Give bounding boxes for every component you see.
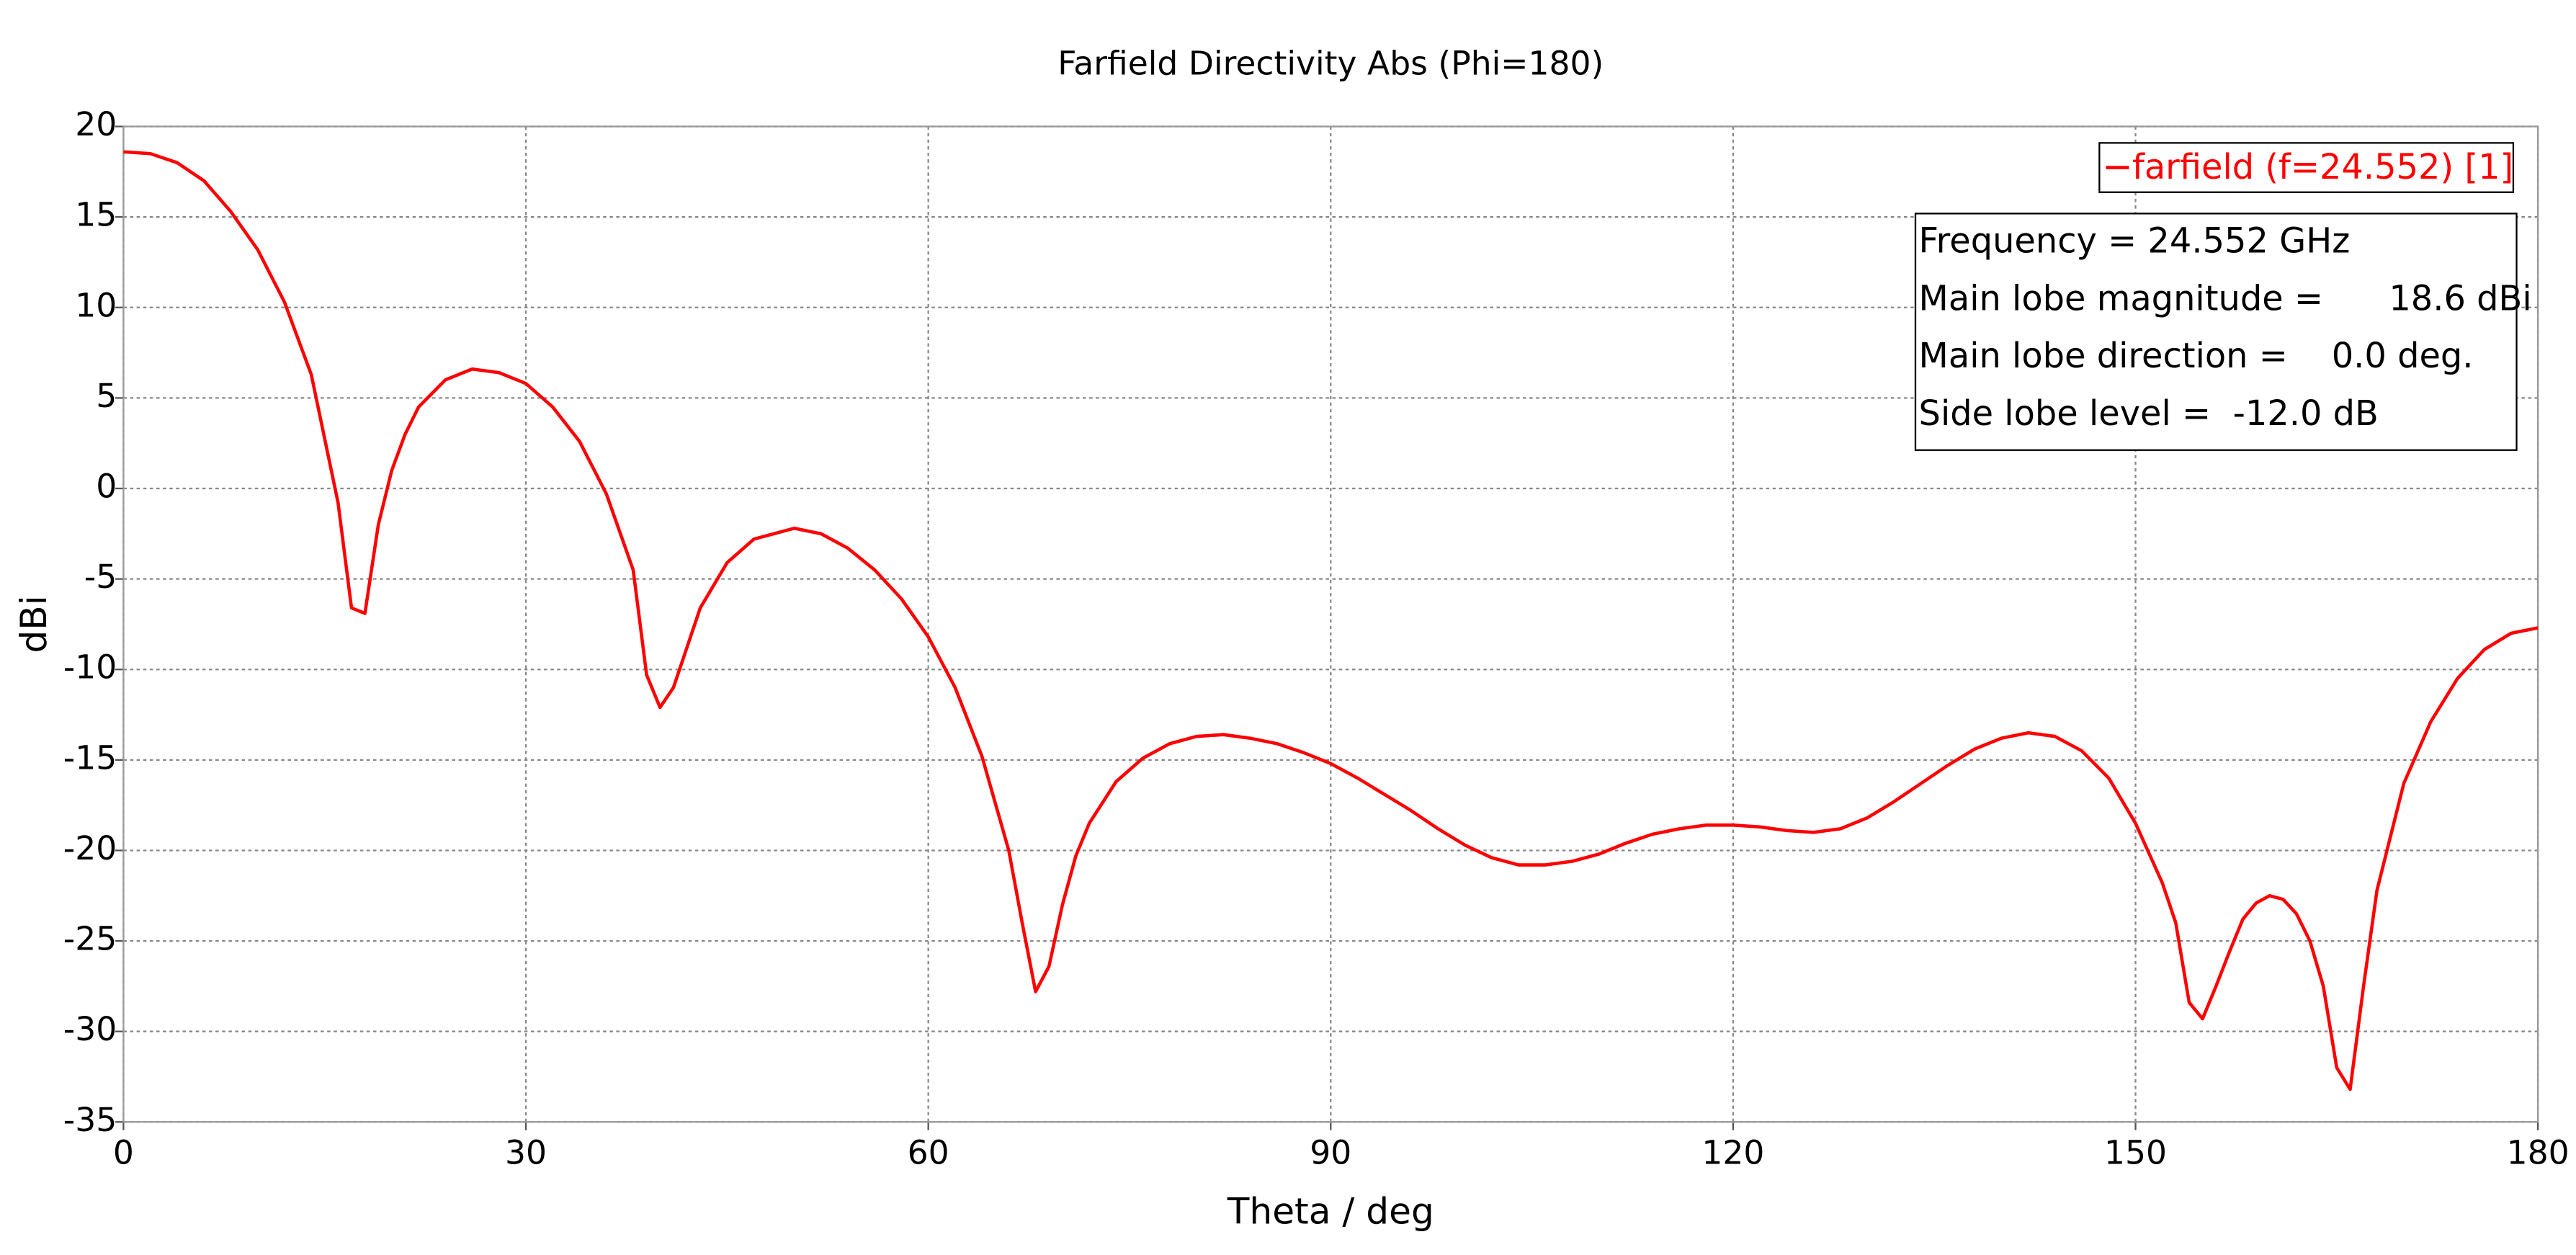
y-tick-label: 15 bbox=[75, 196, 117, 234]
x-tick-label: 120 bbox=[1701, 1133, 1764, 1171]
y-tick-label: -25 bbox=[63, 920, 117, 958]
annotation-text: Side lobe level = -12.0 dB bbox=[1919, 394, 2379, 434]
legend-label: farfield (f=24.552) [1] bbox=[2132, 148, 2513, 187]
x-tick-label: 180 bbox=[2507, 1133, 2570, 1171]
y-tick-label: 20 bbox=[75, 105, 117, 143]
annotation-text: Main lobe magnitude = 18.6 dBi bbox=[1919, 279, 2532, 318]
y-tick-label: 5 bbox=[96, 377, 117, 415]
x-tick-label: 60 bbox=[908, 1133, 949, 1171]
x-tick-label: 150 bbox=[2104, 1133, 2167, 1171]
annotation-box bbox=[1914, 213, 2518, 451]
y-tick-label: -30 bbox=[63, 1010, 117, 1048]
data-line bbox=[123, 150, 2539, 1091]
legend-box bbox=[2098, 142, 2515, 193]
y-tick-label: -20 bbox=[63, 829, 117, 867]
y-tick-label: 0 bbox=[96, 468, 117, 506]
chart-title: Farfield Directivity Abs (Phi=180) bbox=[1057, 45, 1604, 83]
annotation-text: Main lobe direction = 0.0 deg. bbox=[1919, 336, 2474, 376]
y-axis-label: dBi bbox=[12, 595, 55, 653]
y-tick-label: 10 bbox=[75, 286, 117, 324]
x-tick-label: 30 bbox=[505, 1133, 547, 1171]
x-tick-label: 0 bbox=[113, 1133, 134, 1171]
y-tick-label: -10 bbox=[63, 648, 117, 687]
y-tick-label: -35 bbox=[63, 1101, 117, 1139]
x-axis-label: Theta / deg bbox=[1227, 1189, 1434, 1232]
x-tick-label: 90 bbox=[1310, 1133, 1351, 1171]
y-tick-label: -5 bbox=[84, 558, 117, 596]
annotation-text: Frequency = 24.552 GHz bbox=[1919, 221, 2351, 261]
y-tick-label: -15 bbox=[63, 738, 117, 777]
plot-frame bbox=[122, 125, 2539, 1123]
